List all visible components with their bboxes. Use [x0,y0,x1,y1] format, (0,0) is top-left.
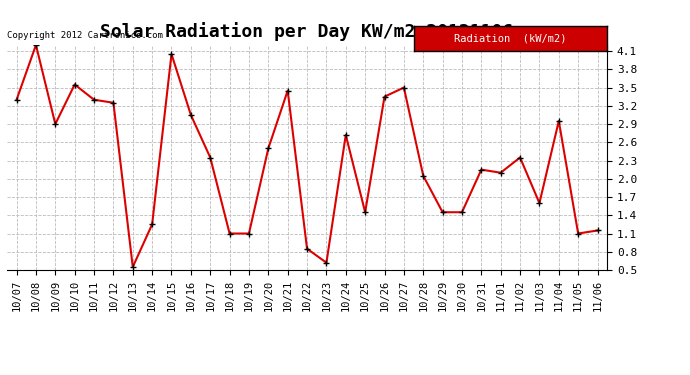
Text: Radiation  (kW/m2): Radiation (kW/m2) [454,33,567,44]
Text: Copyright 2012 Cartronics.com: Copyright 2012 Cartronics.com [7,32,163,40]
Title: Solar Radiation per Day KW/m2 20121106: Solar Radiation per Day KW/m2 20121106 [101,22,513,40]
